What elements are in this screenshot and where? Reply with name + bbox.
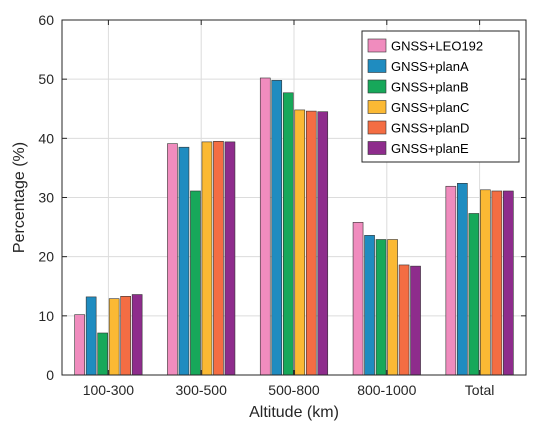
legend: GNSS+LEO192 GNSS+planA GNSS+planB GNSS+plan… xyxy=(361,30,520,163)
bar xyxy=(259,77,271,376)
bar xyxy=(74,314,85,376)
bar xyxy=(271,80,283,376)
x-tick-label: 300-500 xyxy=(176,382,228,398)
bar xyxy=(97,332,108,376)
bar xyxy=(457,183,468,376)
legend-swatch xyxy=(367,38,387,53)
bar xyxy=(317,111,329,376)
bars xyxy=(74,77,514,376)
bar xyxy=(398,264,410,376)
y-tick-label: 20 xyxy=(38,249,54,265)
bar xyxy=(224,141,236,376)
bar xyxy=(85,296,97,376)
y-tick-label: 10 xyxy=(38,308,54,324)
legend-swatch xyxy=(367,59,387,73)
legend-swatch xyxy=(367,100,387,114)
legend-swatch xyxy=(367,79,387,94)
x-tick-label: 100-300 xyxy=(83,382,135,398)
x-tick-label: Total xyxy=(465,382,495,398)
bar xyxy=(282,92,294,376)
legend-box xyxy=(361,30,520,163)
bar xyxy=(364,235,375,376)
y-axis-title: Percentage (%) xyxy=(11,142,28,253)
bar xyxy=(108,298,120,376)
bar xyxy=(305,110,317,376)
bar xyxy=(387,239,398,376)
y-tick-label: 40 xyxy=(38,130,54,146)
bar xyxy=(167,143,178,376)
y-tick-label: 50 xyxy=(38,71,54,87)
bar xyxy=(468,213,480,376)
y-tick-label: 60 xyxy=(38,12,54,28)
bar xyxy=(410,265,421,376)
bar xyxy=(190,190,201,376)
bar xyxy=(213,140,224,376)
bar xyxy=(131,294,143,376)
x-tick-label: 800-1000 xyxy=(357,382,416,398)
bar xyxy=(178,146,190,376)
bar xyxy=(120,296,131,376)
legend-label: GNSS+planB xyxy=(391,80,469,95)
legend-label: GNSS+LEO192 xyxy=(391,39,483,54)
bar xyxy=(352,222,364,376)
legend-label: GNSS+planD xyxy=(391,121,469,136)
y-tick-label: 30 xyxy=(38,190,54,206)
legend-label: GNSS+planE xyxy=(391,141,469,156)
bar xyxy=(201,141,213,376)
bar xyxy=(503,190,514,376)
bar xyxy=(294,109,306,376)
bar xyxy=(491,190,503,376)
axis-ticks: 0 10 20 30 40 50 60 100-300 300-500 500-800 800-10… xyxy=(38,12,526,398)
legend-label: GNSS+planA xyxy=(391,59,469,74)
legend-swatch xyxy=(367,141,387,155)
bar xyxy=(480,189,491,376)
bar xyxy=(445,185,457,376)
legend-label: GNSS+planC xyxy=(391,100,469,115)
grid xyxy=(62,19,526,376)
x-tick-label: 500-800 xyxy=(268,382,320,398)
x-axis-title: Altitude (km) xyxy=(249,404,339,421)
bar xyxy=(375,239,387,376)
legend-swatch xyxy=(367,120,387,135)
y-tick-label: 0 xyxy=(46,367,54,383)
